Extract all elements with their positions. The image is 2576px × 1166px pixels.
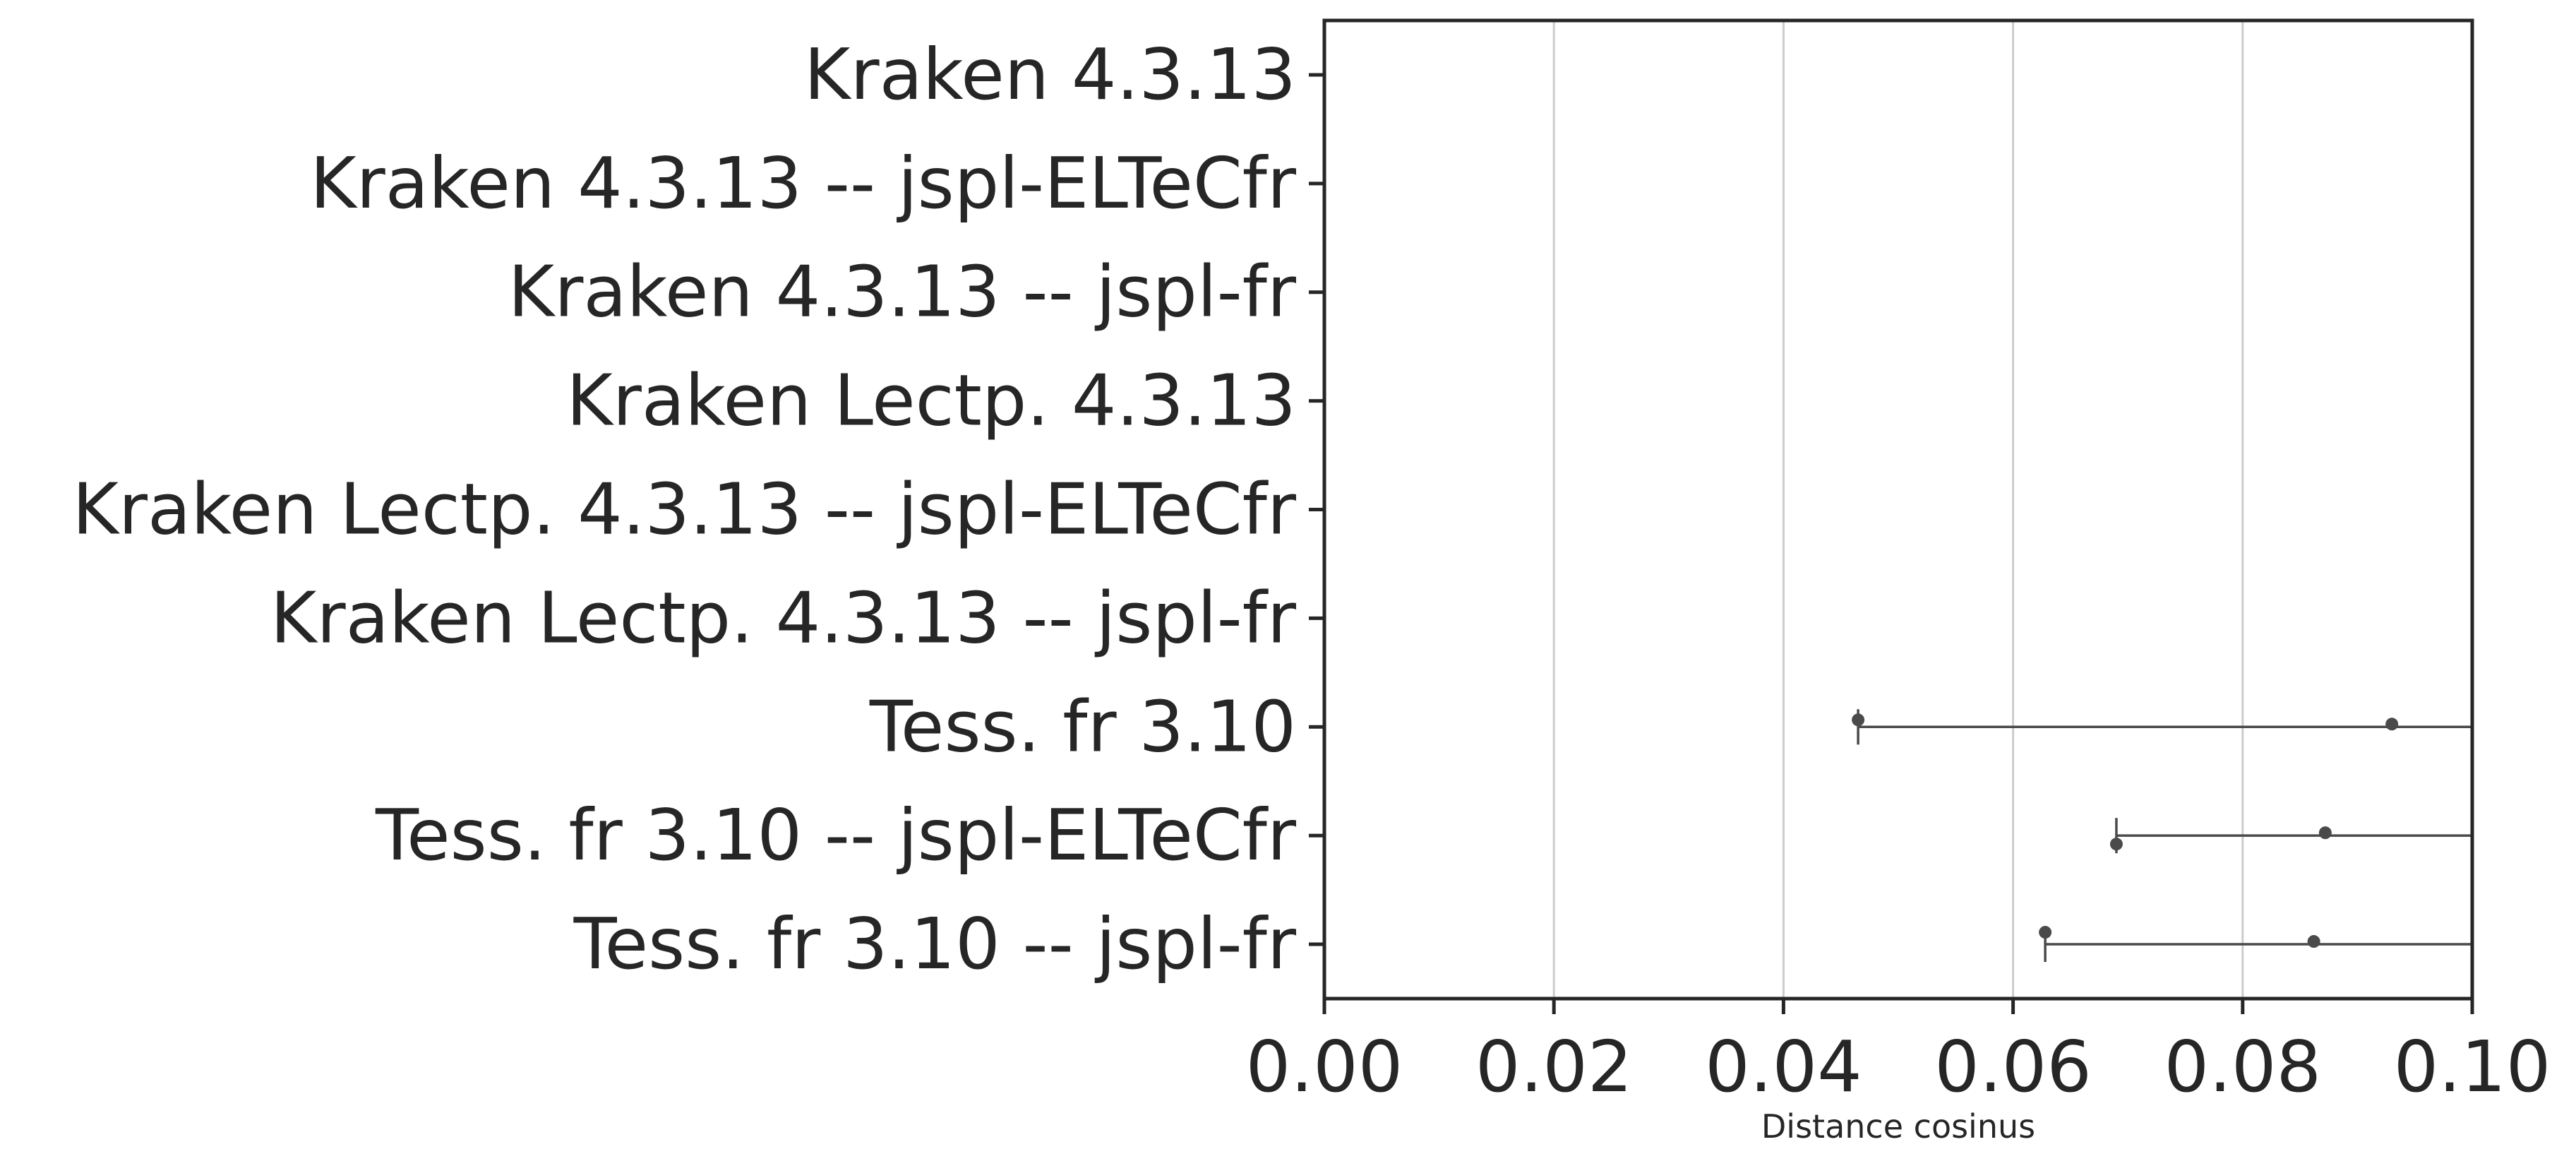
outlier-point	[2385, 718, 2399, 731]
x-tick-label: 0.06	[1934, 1025, 2092, 1108]
y-tick-label: Kraken 4.3.13	[804, 33, 1296, 116]
y-tick-label: Kraken 4.3.13 -- jspl-fr	[508, 251, 1297, 333]
y-tick-label: Kraken Lectp. 4.3.13	[566, 359, 1296, 442]
y-tick-label: Tess. fr 3.10	[869, 685, 1296, 768]
outlier-point	[2318, 826, 2332, 840]
x-axis-ticks: 0.00 0.02 0.04 0.06 0.08 0.10	[1246, 999, 2551, 1108]
x-tick-label: 0.00	[1246, 1025, 1403, 1108]
y-tick-label: Tess. fr 3.10 -- jspl-fr	[573, 903, 1297, 985]
y-tick-label: Kraken Lectp. 4.3.13 -- jspl-fr	[270, 576, 1297, 659]
x-axis-label: Distance cosinus	[1761, 1107, 2035, 1146]
y-axis-ticks: Kraken 4.3.13 Kraken 4.3.13 -- jspl-ELTeC…	[72, 33, 1324, 985]
outlier-point	[2307, 935, 2320, 948]
outlier-point	[2039, 926, 2052, 939]
y-tick-label: Tess. fr 3.10 -- jspl-ELTeCfr	[375, 794, 1297, 876]
plot-area-frame	[1322, 18, 2474, 1001]
outlier-point	[1852, 713, 1865, 727]
outlier-point	[2109, 838, 2123, 851]
x-tick-label: 0.10	[2394, 1025, 2551, 1108]
y-tick-label: Kraken Lectp. 4.3.13 -- jspl-ELTeCfr	[72, 468, 1297, 551]
grid-lines	[1552, 20, 2244, 999]
box-marks	[1852, 709, 2472, 963]
x-tick-label: 0.08	[2164, 1025, 2321, 1108]
y-tick-label: Kraken 4.3.13 -- jspl-ELTeCfr	[310, 142, 1297, 225]
x-tick-label: 0.02	[1475, 1025, 1633, 1108]
x-tick-label: 0.04	[1705, 1025, 1862, 1108]
